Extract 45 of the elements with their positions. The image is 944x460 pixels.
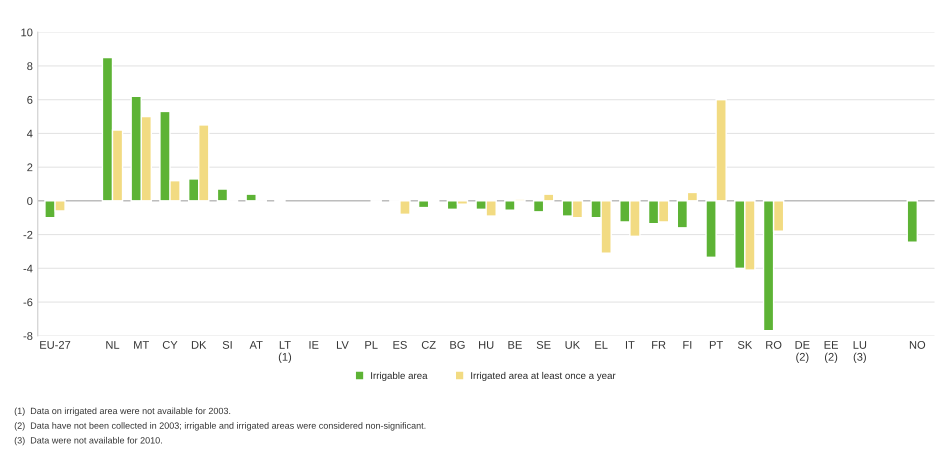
x-tick-label: LU (3) bbox=[854, 341, 866, 363]
x-tick-label: SK bbox=[738, 340, 752, 349]
x-tick-label: LT (1) bbox=[278, 341, 292, 363]
y-tick-label: 4 bbox=[26, 130, 33, 138]
x-tick-label: UK bbox=[566, 341, 580, 349]
y-tick-label: -4 bbox=[24, 264, 33, 272]
x-tick-label: CZ bbox=[422, 340, 436, 349]
text: (2) Data have not been collected in 2003; irrigable and irrigated areas were considered non-significant. bbox=[14, 422, 426, 431]
x-tick-label: PL bbox=[365, 341, 378, 349]
legend-label: Irrigated area at least once a year bbox=[471, 372, 616, 381]
x-tick-label: SI bbox=[222, 340, 232, 349]
text: (3) Data were not available for 2010. bbox=[14, 436, 162, 446]
x-tick-label: EU-27 bbox=[40, 340, 70, 349]
y-tick-label: 10 bbox=[21, 28, 32, 36]
x-tick-label: SE bbox=[536, 340, 551, 349]
y-tick-label: 8 bbox=[27, 62, 32, 70]
x-tick-label: AT bbox=[250, 341, 263, 349]
x-tick-label: NO bbox=[910, 340, 926, 349]
y-tick-label: 6 bbox=[27, 96, 32, 104]
x-tick-label: FI bbox=[683, 341, 692, 349]
x-tick-label: LV bbox=[336, 341, 349, 349]
legend-label: Irrigable area bbox=[371, 372, 428, 381]
y-tick-label: -6 bbox=[24, 298, 32, 306]
x-tick-label: EE (2) bbox=[824, 341, 838, 363]
x-tick-label: IE bbox=[309, 341, 318, 349]
x-tick-label: HU bbox=[479, 341, 494, 349]
y-tick-label: 0 bbox=[27, 197, 32, 205]
x-tick-label: CY bbox=[162, 340, 178, 349]
x-tick-label: IT bbox=[626, 341, 635, 349]
x-tick-label: MT bbox=[134, 341, 150, 349]
x-tick-label: FR bbox=[652, 341, 666, 349]
x-tick-label: BG bbox=[450, 340, 465, 349]
y-tick-label: 2 bbox=[27, 163, 32, 172]
bar bbox=[906, 200, 918, 243]
x-tick-label: PT bbox=[710, 341, 723, 349]
x-tick-label: RO bbox=[766, 340, 782, 349]
y-tick-label: -8 bbox=[24, 332, 32, 340]
text: (1) Data on irrigated area were not available for 2003. bbox=[14, 407, 230, 416]
x-tick-label: EL bbox=[595, 341, 608, 349]
x-tick-label: BE bbox=[508, 341, 522, 349]
x-tick-label: DK bbox=[192, 341, 206, 349]
x-tick-label: DE (2) bbox=[796, 341, 810, 363]
y-tick-label: -2 bbox=[24, 230, 32, 239]
x-tick-label: NL bbox=[106, 341, 120, 349]
x-tick-label: ES bbox=[393, 340, 407, 349]
